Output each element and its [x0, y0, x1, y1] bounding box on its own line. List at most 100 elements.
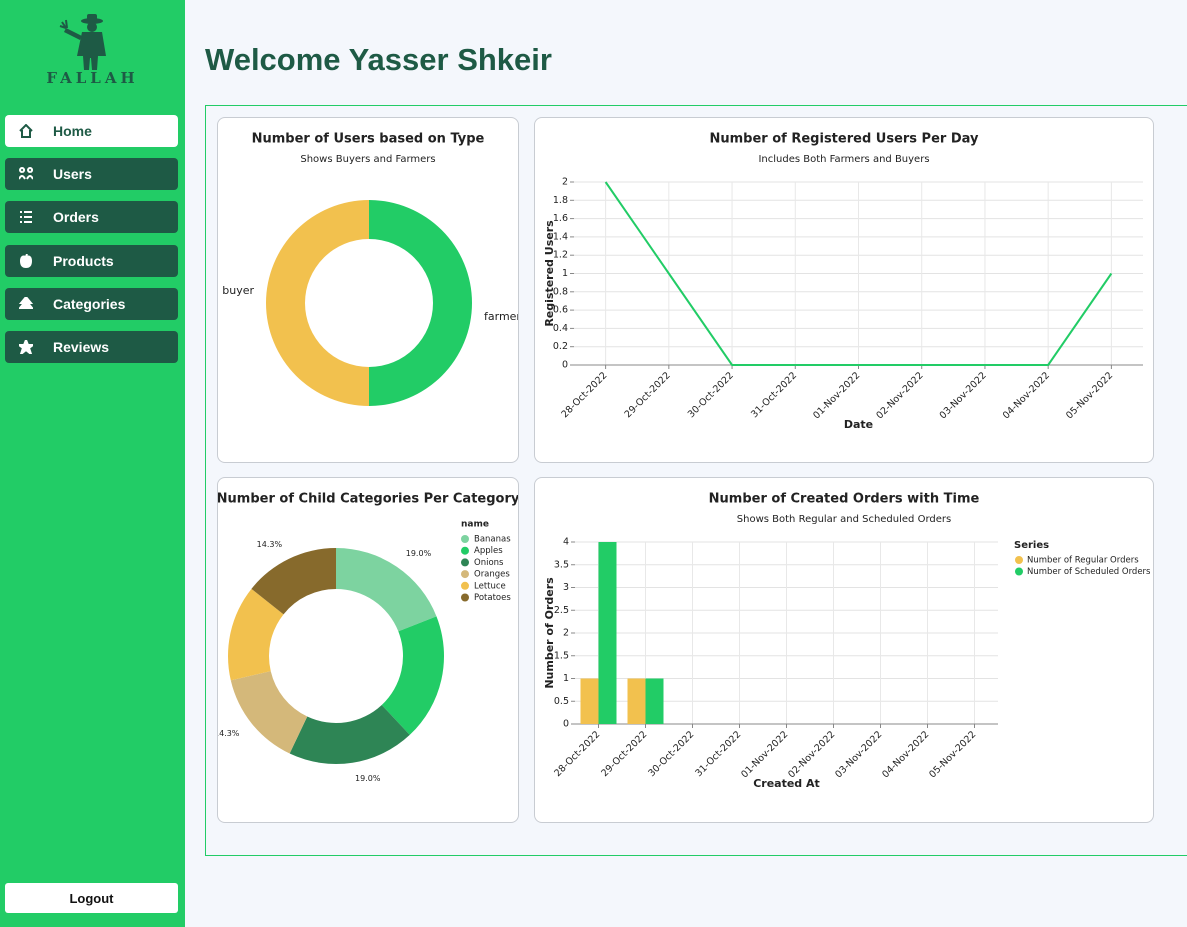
- nav-label: Reviews: [53, 339, 110, 355]
- legend-swatch: [461, 558, 469, 567]
- bar: [645, 678, 664, 724]
- pie-slice: [289, 704, 410, 764]
- x-tick-label: 03-Nov-2022: [833, 729, 884, 780]
- pie-slice: [230, 671, 308, 754]
- nav-icon: [19, 167, 33, 180]
- brand: FALLAH: [46, 69, 139, 87]
- page-title: Welcome Yasser Shkeir: [205, 42, 552, 77]
- data-label: 14.3%: [257, 540, 283, 549]
- x-tick-label: 01-Nov-2022: [811, 370, 862, 421]
- y-tick-label: 0.5: [554, 696, 569, 707]
- y-tick-label: 1.6: [553, 213, 568, 224]
- pie-slice: [228, 588, 284, 681]
- legend-title: Series: [1014, 540, 1049, 551]
- sidebar: FALLAH Home Users Orders Products Categories…: [0, 0, 185, 927]
- x-tick-label: 31-Oct-2022: [749, 370, 799, 420]
- legend-label: Lettuce: [474, 581, 506, 591]
- y-tick-label: 4: [563, 537, 569, 548]
- legend-label: Number of Regular Orders: [1027, 556, 1139, 566]
- x-tick-label: 05-Nov-2022: [1064, 370, 1115, 421]
- x-tick-label: 05-Nov-2022: [927, 729, 978, 780]
- y-tick-label: 0.2: [553, 341, 568, 352]
- nav-icon: [19, 297, 33, 309]
- data-label: 19.0%: [406, 549, 432, 558]
- nav-item[interactable]: Reviews: [5, 331, 178, 363]
- legend-swatch: [461, 581, 469, 590]
- legend-label: Bananas: [474, 535, 511, 545]
- x-tick-label: 30-Oct-2022: [646, 729, 696, 779]
- pie-slice: [369, 200, 472, 406]
- x-tick-label: 29-Oct-2022: [599, 729, 649, 779]
- nav-icon: [19, 254, 33, 268]
- pie-slice: [251, 548, 336, 615]
- chart-title: Number of Created Orders with Time: [709, 492, 980, 507]
- slice-label: farmer: [484, 310, 518, 323]
- y-tick-label: 2.5: [554, 605, 569, 616]
- logo: [59, 14, 106, 70]
- x-tick-label: 30-Oct-2022: [686, 370, 736, 420]
- legend-swatch: [1015, 567, 1023, 576]
- pie-slice: [336, 548, 437, 632]
- x-tick-label: 02-Nov-2022: [874, 370, 925, 421]
- legend-swatch: [461, 593, 469, 602]
- legend-swatch: [461, 546, 469, 555]
- legend-swatch: [461, 535, 469, 543]
- y-tick-label: 2: [562, 177, 568, 188]
- chart-subtitle: Shows Buyers and Farmers: [300, 154, 435, 165]
- data-label: 19.0%: [355, 774, 381, 783]
- x-tick-label: 31-Oct-2022: [693, 729, 743, 779]
- legend-label: Oranges: [474, 570, 510, 580]
- bar: [627, 678, 646, 724]
- nav-label: Users: [53, 166, 92, 182]
- chart-card: Number of Registered Users Per Day Includ…: [534, 117, 1154, 463]
- line-series: [604, 181, 1113, 366]
- y-tick-label: 1: [563, 673, 569, 684]
- nav-item[interactable]: Orders: [5, 201, 178, 233]
- legend-label: Potatoes: [474, 593, 511, 603]
- y-tick-label: 1: [562, 268, 568, 279]
- x-tick-label: 01-Nov-2022: [739, 729, 790, 780]
- y-axis-label: Number of Orders: [543, 577, 556, 689]
- nav-item[interactable]: Categories: [5, 288, 178, 320]
- x-tick-label: 04-Nov-2022: [1001, 370, 1052, 421]
- x-tick-label: 02-Nov-2022: [786, 729, 837, 780]
- logout-button[interactable]: Logout: [5, 883, 178, 913]
- y-tick-label: 0.8: [553, 286, 568, 297]
- y-tick-label: 1.2: [553, 250, 568, 261]
- pie-slice: [266, 200, 369, 406]
- dashboard-frame: [205, 105, 1187, 856]
- nav-item[interactable]: Users: [5, 158, 178, 190]
- legend-label: Number of Scheduled Orders: [1027, 567, 1151, 577]
- chart-title: Number of Child Categories Per Category: [218, 492, 518, 507]
- legend-title: name: [461, 520, 489, 530]
- chart-subtitle: Includes Both Farmers and Buyers: [758, 154, 929, 165]
- legend-label: Apples: [474, 546, 503, 556]
- x-tick-label: 04-Nov-2022: [880, 729, 931, 780]
- x-tick-label: 28-Oct-2022: [552, 729, 602, 779]
- x-tick-label: 03-Nov-2022: [938, 370, 989, 421]
- legend-swatch: [1015, 556, 1023, 564]
- nav-icon: [19, 340, 33, 354]
- y-tick-label: 3: [563, 582, 569, 593]
- y-tick-label: 0.6: [553, 305, 568, 316]
- data-label: 14.3%: [218, 729, 240, 738]
- nav-icon: [20, 211, 32, 223]
- chart: Number of Created Orders with Time Shows …: [543, 492, 1151, 791]
- y-tick-label: 0.4: [553, 323, 568, 334]
- chart-subtitle: Shows Both Regular and Scheduled Orders: [737, 514, 951, 525]
- nav-icon: [19, 124, 33, 138]
- nav-item[interactable]: Home: [5, 115, 178, 147]
- chart-card: Number of Created Orders with Time Shows …: [534, 477, 1154, 823]
- chart-card: Number of Users based on Type Shows Buyer…: [217, 117, 519, 463]
- y-tick-label: 1.8: [553, 195, 568, 206]
- y-tick-label: 0: [562, 360, 568, 371]
- y-axis-label: Registered Users: [543, 220, 556, 327]
- legend-label: Onions: [474, 558, 504, 568]
- nav-label: Categories: [53, 296, 126, 312]
- slice-label: buyer: [222, 284, 254, 297]
- nav-item[interactable]: Products: [5, 245, 178, 277]
- chart: Number of Users based on Type Shows Buyer…: [222, 132, 518, 406]
- pie-slice: [381, 616, 444, 735]
- chart: Number of Registered Users Per Day Includ…: [543, 132, 1143, 431]
